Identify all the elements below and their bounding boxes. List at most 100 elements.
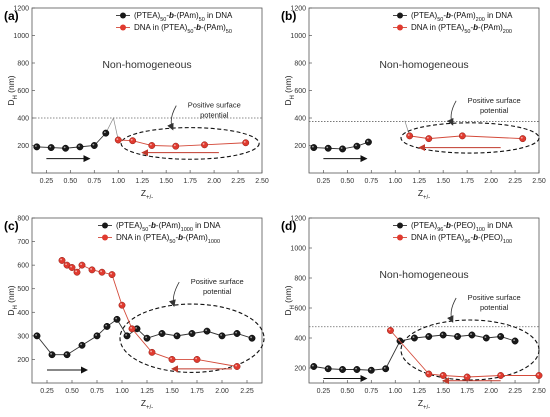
point-highlight xyxy=(60,258,62,261)
spike-line xyxy=(105,116,119,141)
point-highlight xyxy=(326,366,329,369)
point-highlight xyxy=(513,339,516,341)
x-tick-label: 0.75 xyxy=(87,178,101,185)
black-data-point xyxy=(454,333,461,340)
surface-potential-ellipse xyxy=(400,122,540,154)
legend-marker xyxy=(102,234,108,241)
y-tick-label: 800 xyxy=(294,276,306,283)
point-highlight xyxy=(130,138,133,141)
x-axis-label: Z+/- xyxy=(418,398,430,411)
black-data-point xyxy=(511,337,519,345)
black-data-point xyxy=(382,365,390,373)
point-highlight xyxy=(125,334,127,336)
red-data-point xyxy=(463,373,471,381)
x-tick-label: 2.50 xyxy=(255,178,269,185)
y-tick-label: 400 xyxy=(17,310,29,317)
legend-entry: DNA in (PTEA)50-b-(PAm)50 xyxy=(134,23,232,35)
y-tick-label: 200 xyxy=(294,143,306,150)
x-tick-label: 2.25 xyxy=(231,178,245,185)
point-highlight xyxy=(92,143,95,146)
black-data-point xyxy=(324,365,332,373)
x-tick-label: 2.00 xyxy=(215,388,229,395)
red-data-point xyxy=(242,139,250,147)
black-data-point xyxy=(425,333,433,340)
x-tick-label: 2.25 xyxy=(240,388,254,395)
red-data-point xyxy=(58,256,66,264)
point-highlight xyxy=(426,372,429,374)
panel-3: (c) 200 300 400 500 600 700 800 0.25 0.50 0.75 1.00… xyxy=(4,216,265,411)
point-highlight xyxy=(520,136,523,139)
point-highlight xyxy=(202,143,205,145)
black-data-point xyxy=(90,142,98,149)
legend-marker xyxy=(120,24,126,31)
point-highlight xyxy=(116,138,119,141)
x-tick-label: 1.00 xyxy=(115,388,129,395)
black-data-point xyxy=(63,351,71,359)
x-axis-label: Z+/- xyxy=(418,188,430,201)
y-tick-label: 800 xyxy=(17,61,29,68)
x-tick-label: 0.25 xyxy=(317,388,331,395)
point-highlight xyxy=(455,334,458,337)
red-data-point xyxy=(118,301,126,309)
point-highlight xyxy=(63,146,66,149)
red-data-point xyxy=(439,372,447,379)
point-highlight xyxy=(366,140,369,143)
red-series-line xyxy=(118,139,246,147)
black-data-point xyxy=(188,330,196,337)
point-highlight xyxy=(170,357,173,360)
black-data-point xyxy=(102,129,110,137)
surface-annotation-line1: Positive surface xyxy=(188,101,241,110)
x-tick-label: 2.00 xyxy=(484,388,498,395)
x-tick-label: 1.00 xyxy=(388,178,402,185)
legend-entry: (PTEA)50-b-(PAm)50 in DNA xyxy=(134,11,233,23)
y-tick-label: 1000 xyxy=(290,246,306,253)
point-highlight xyxy=(95,334,97,336)
x-tick-label: 1.25 xyxy=(140,388,154,395)
y-tick-label: 300 xyxy=(17,333,29,340)
black-data-point xyxy=(33,143,41,151)
y-tick-label: 700 xyxy=(17,239,29,246)
point-highlight xyxy=(220,334,223,336)
x-tick-label: 0.25 xyxy=(317,178,331,185)
legend-marker xyxy=(120,12,126,19)
y-tick-label: 600 xyxy=(17,88,29,95)
x-tick-label: 2.50 xyxy=(532,178,546,185)
red-data-point xyxy=(425,370,433,378)
point-highlight xyxy=(135,326,138,329)
surface-annotation-arrow xyxy=(169,281,180,307)
point-highlight xyxy=(441,333,444,335)
x-tick-label: 1.25 xyxy=(412,178,426,185)
black-data-point xyxy=(310,144,318,152)
y-tick-label: 1200 xyxy=(290,6,306,13)
red-data-point xyxy=(129,137,137,145)
black-data-point xyxy=(339,145,346,153)
red-data-point xyxy=(168,355,176,363)
point-highlight xyxy=(150,350,153,353)
point-highlight xyxy=(355,367,357,370)
x-tick-label: 0.50 xyxy=(64,178,78,185)
point-highlight xyxy=(115,317,117,320)
black-data-point xyxy=(353,142,361,150)
point-highlight xyxy=(460,134,463,136)
point-highlight xyxy=(65,263,67,266)
x-tick-label: 1.25 xyxy=(135,178,149,185)
black-data-point xyxy=(33,332,41,340)
black-data-point xyxy=(364,138,372,146)
point-highlight xyxy=(35,334,37,336)
y-tick-label: 600 xyxy=(17,263,29,270)
point-highlight xyxy=(190,331,193,334)
point-highlight xyxy=(70,265,72,268)
red-series-line xyxy=(409,135,523,140)
point-highlight xyxy=(235,331,238,334)
red-data-point xyxy=(73,268,81,276)
black-data-point xyxy=(353,366,361,373)
point-highlight xyxy=(173,144,176,147)
red-data-point xyxy=(535,372,543,379)
black-data-point xyxy=(367,366,375,374)
y-tick-label: 600 xyxy=(294,306,306,313)
red-data-point xyxy=(201,141,208,149)
red-data-point xyxy=(148,142,156,149)
black-data-point xyxy=(339,366,346,373)
x-tick-label: 2.00 xyxy=(484,178,498,185)
